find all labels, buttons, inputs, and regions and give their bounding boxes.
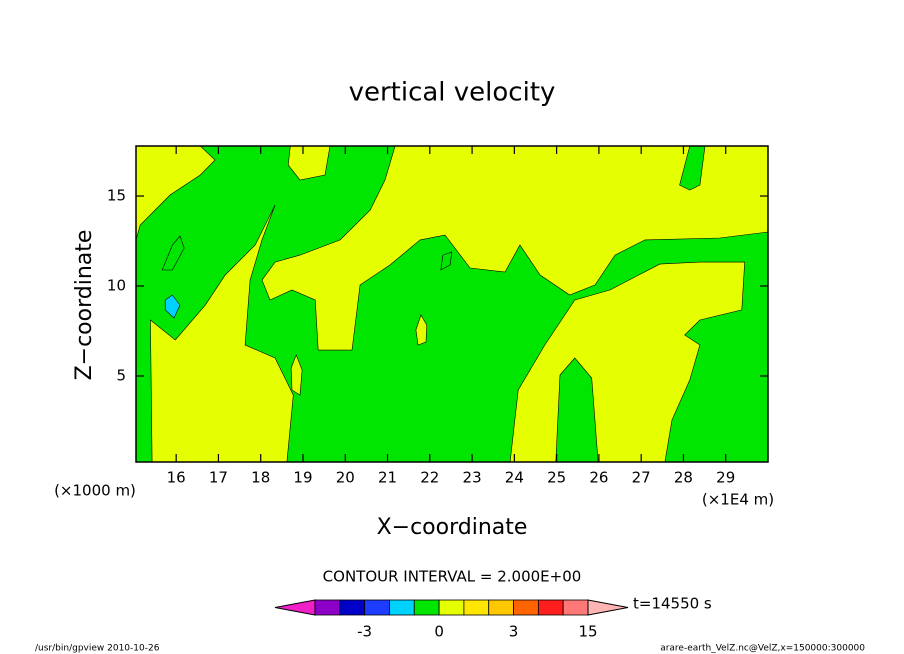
x-tick-label: 26 xyxy=(589,469,608,487)
contour-region xyxy=(150,204,294,463)
colorbar-segment xyxy=(314,599,341,616)
x-tick-label: 24 xyxy=(505,469,524,487)
chart-title: vertical velocity xyxy=(349,78,556,108)
x-unit-left: (×1000 m) xyxy=(54,482,136,500)
y-tick-label: 10 xyxy=(107,277,126,295)
x-tick-label: 21 xyxy=(378,469,397,487)
x-unit-right: (×1E4 m) xyxy=(702,491,774,509)
x-tick-label: 29 xyxy=(716,469,735,487)
colorbar-label: 0 xyxy=(434,623,444,641)
colorbar-label: -3 xyxy=(357,623,372,641)
colorbar-label: 15 xyxy=(578,623,597,641)
x-tick-label: 27 xyxy=(632,469,651,487)
contour-region xyxy=(164,294,181,319)
y-tick-label: 5 xyxy=(116,366,126,384)
x-tick-label: 19 xyxy=(293,469,312,487)
colorbar-extend-high xyxy=(587,599,629,616)
colorbar-extend-low xyxy=(274,599,316,616)
colorbar-segment xyxy=(389,599,415,616)
colorbar-segment xyxy=(364,599,390,616)
plot-area xyxy=(135,145,769,463)
contour-region xyxy=(679,145,706,191)
contour-region xyxy=(261,145,769,351)
time-label: t=14550 s xyxy=(633,595,712,613)
colorbar-segment xyxy=(339,599,366,616)
plot-frame xyxy=(135,145,769,463)
y-tick-label: 15 xyxy=(107,187,126,205)
colorbar-label: 3 xyxy=(509,623,519,641)
contour-region xyxy=(290,354,303,396)
x-tick-label: 16 xyxy=(167,469,186,487)
x-tick-label: 28 xyxy=(674,469,693,487)
contour-region xyxy=(161,235,185,271)
x-tick-label: 17 xyxy=(209,469,228,487)
x-tick-label: 18 xyxy=(251,469,270,487)
colorbar-segment xyxy=(463,599,490,616)
x-tick-label: 22 xyxy=(420,469,439,487)
colorbar-segment xyxy=(562,599,589,616)
colorbar-segment xyxy=(513,599,539,616)
x-tick-label: 20 xyxy=(336,469,355,487)
y-axis-label: Z−coordinate xyxy=(72,230,97,381)
footer-right: arare-earth_VelZ.nc@VelZ,x=150000:300000 xyxy=(660,644,865,654)
x-axis-label: X−coordinate xyxy=(377,515,528,540)
contour-interval: CONTOUR INTERVAL = 2.000E+00 xyxy=(323,568,582,586)
colorbar-segment xyxy=(488,599,514,616)
colorbar-segment xyxy=(537,599,564,616)
x-tick-label: 23 xyxy=(463,469,482,487)
colorbar-segment xyxy=(413,599,440,616)
x-tick-label: 25 xyxy=(547,469,566,487)
colorbar-segment xyxy=(438,599,465,616)
footer-left: /usr/bin/gpview 2010-10-26 xyxy=(35,644,160,654)
contour-region xyxy=(440,251,453,271)
contour-region xyxy=(415,314,428,346)
